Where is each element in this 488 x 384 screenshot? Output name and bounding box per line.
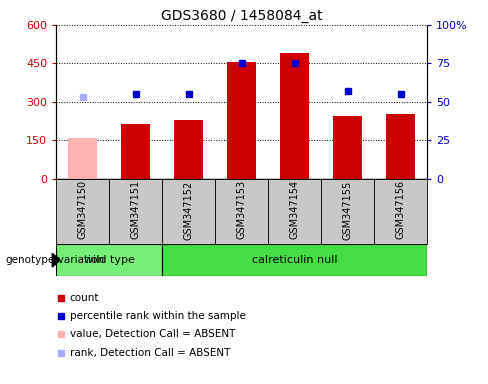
- Text: count: count: [70, 293, 99, 303]
- Bar: [162, 244, 427, 276]
- Text: genotype/variation: genotype/variation: [5, 255, 104, 265]
- Bar: [374, 179, 427, 244]
- Bar: [280, 53, 309, 179]
- Bar: [56, 179, 109, 244]
- Bar: [386, 114, 415, 179]
- Text: percentile rank within the sample: percentile rank within the sample: [70, 311, 245, 321]
- Bar: [68, 137, 97, 179]
- Text: GSM347155: GSM347155: [343, 180, 352, 240]
- Polygon shape: [52, 253, 60, 267]
- Bar: [227, 62, 256, 179]
- Text: wild type: wild type: [83, 255, 135, 265]
- Title: GDS3680 / 1458084_at: GDS3680 / 1458084_at: [161, 8, 323, 23]
- Bar: [121, 124, 150, 179]
- Bar: [215, 179, 268, 244]
- Text: GSM347156: GSM347156: [395, 180, 406, 240]
- Bar: [56, 244, 162, 276]
- Bar: [174, 120, 203, 179]
- Bar: [162, 179, 215, 244]
- Text: GSM347150: GSM347150: [78, 180, 88, 240]
- Text: GSM347154: GSM347154: [289, 180, 300, 240]
- Text: rank, Detection Call = ABSENT: rank, Detection Call = ABSENT: [70, 348, 230, 358]
- Text: GSM347151: GSM347151: [131, 180, 141, 240]
- Bar: [333, 116, 362, 179]
- Text: GSM347152: GSM347152: [183, 180, 194, 240]
- Text: value, Detection Call = ABSENT: value, Detection Call = ABSENT: [70, 329, 235, 339]
- Bar: [321, 179, 374, 244]
- Bar: [109, 179, 162, 244]
- Text: GSM347153: GSM347153: [237, 180, 246, 240]
- Text: calreticulin null: calreticulin null: [252, 255, 337, 265]
- Bar: [268, 179, 321, 244]
